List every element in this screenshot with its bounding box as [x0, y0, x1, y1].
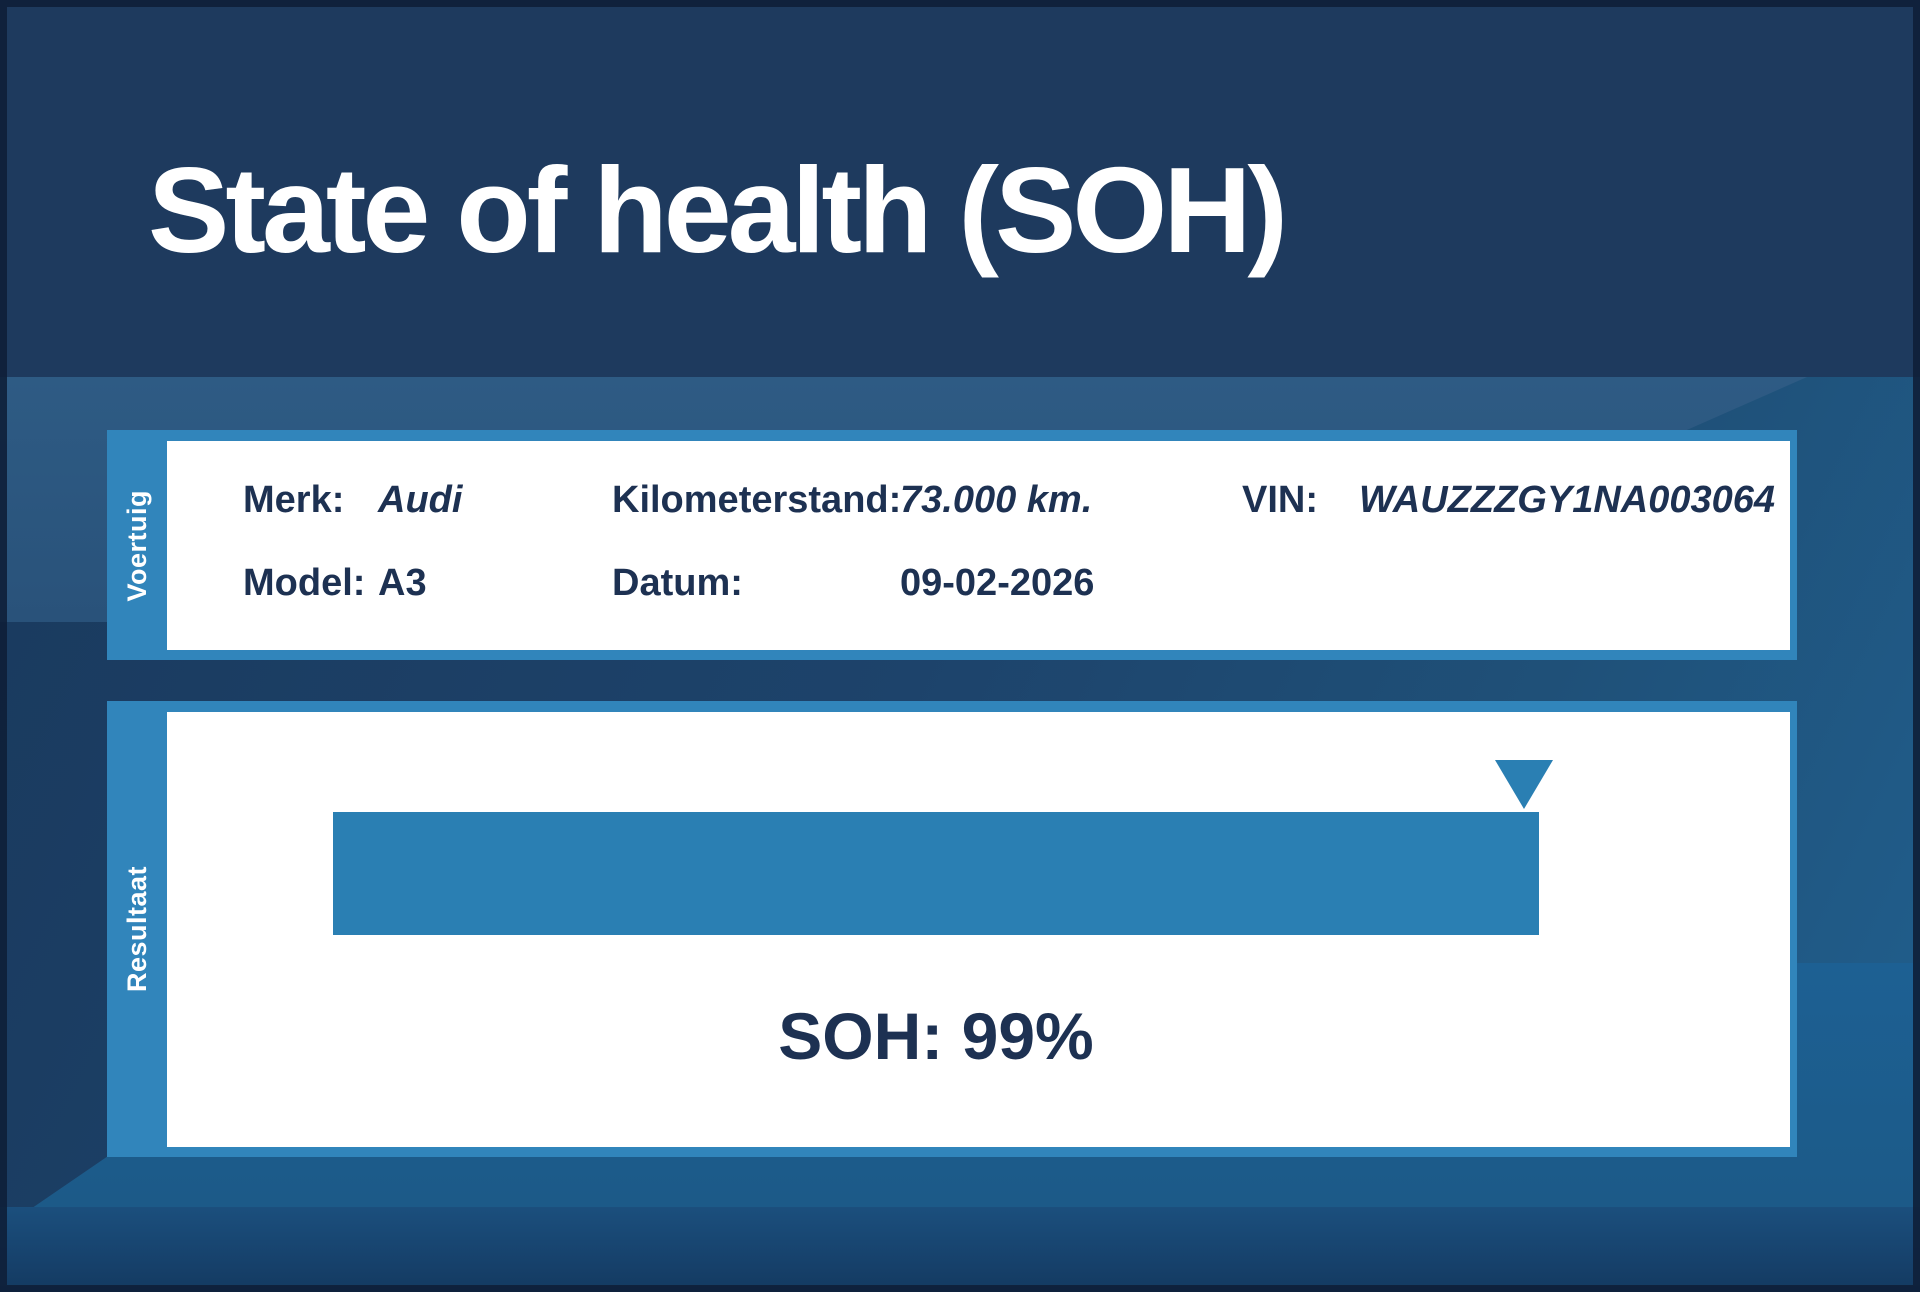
- result-card-body: SOH: 99%: [167, 712, 1790, 1147]
- merk-label: Merk:: [243, 479, 345, 521]
- vehicle-sidebar-label: Voertuig: [121, 489, 152, 602]
- vehicle-card-body: Merk: Audi Kilometerstand: 73.000 km. VI…: [167, 441, 1790, 650]
- page-title: State of health (SOH): [148, 142, 1288, 278]
- kilometerstand-value: 73.000 km.: [900, 479, 1093, 521]
- datum-value: 09-02-2026: [900, 562, 1095, 604]
- vehicle-card-sidebar: Voertuig: [107, 441, 167, 650]
- vin-value: WAUZZZGY1NA003064: [1359, 479, 1776, 521]
- kilometerstand-label: Kilometerstand:: [612, 479, 902, 521]
- vehicle-card: Voertuig Merk: Audi Kilometerstand: 73.0…: [107, 430, 1797, 660]
- vin-label: VIN:: [1242, 479, 1318, 521]
- merk-value: Audi: [378, 479, 463, 521]
- result-card: Resultaat SOH: 99%: [107, 701, 1797, 1157]
- background-footer-strip: [0, 1207, 1920, 1292]
- soh-marker-triangle-icon: [1495, 760, 1553, 809]
- result-sidebar-label: Resultaat: [121, 866, 152, 993]
- datum-label: Datum:: [612, 562, 743, 604]
- model-value: A3: [378, 562, 427, 604]
- soh-value-text: SOH: 99%: [778, 999, 1094, 1073]
- result-card-sidebar: Resultaat: [107, 712, 167, 1147]
- soh-gauge-bar: [333, 812, 1539, 935]
- model-label: Model:: [243, 562, 366, 604]
